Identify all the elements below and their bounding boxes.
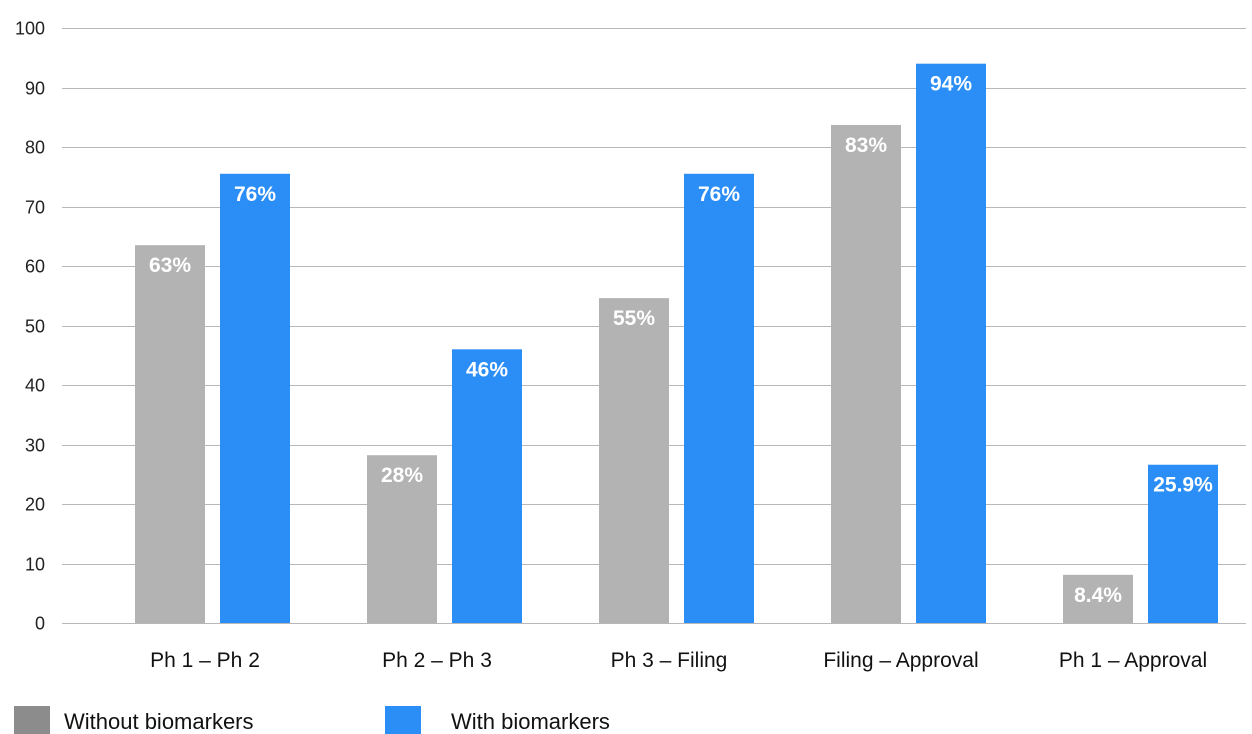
bar-with-biomarkers bbox=[220, 173, 290, 623]
data-labels: 63% 76% 28% 46% 55% 76% 83% 94% 8.4% 25.9% bbox=[149, 73, 1213, 607]
bar-value-label: 46% bbox=[466, 358, 508, 381]
bar-without-biomarkers bbox=[831, 124, 901, 624]
bar-without-biomarkers bbox=[135, 245, 205, 624]
bar-without-biomarkers bbox=[599, 298, 669, 623]
y-tick-label: 60 bbox=[25, 257, 45, 277]
y-tick-label: 70 bbox=[25, 198, 45, 218]
y-tick-label: 90 bbox=[25, 79, 45, 99]
x-category-label: Ph 1 – Ph 2 bbox=[150, 649, 260, 672]
bar-without-biomarkers bbox=[367, 455, 437, 623]
y-tick-label: 100 bbox=[15, 19, 45, 39]
bars bbox=[135, 63, 1218, 624]
y-tick-label: 80 bbox=[25, 138, 45, 158]
bar-value-label: 55% bbox=[613, 307, 655, 330]
x-category-label: Ph 2 – Ph 3 bbox=[382, 649, 492, 672]
bar-with-biomarkers bbox=[1148, 464, 1218, 623]
x-category-label: Ph 3 – Filing bbox=[611, 649, 728, 672]
x-category-label: Ph 1 – Approval bbox=[1059, 649, 1207, 672]
bar-value-label: 76% bbox=[234, 183, 276, 206]
bar-value-label: 83% bbox=[845, 134, 887, 157]
bar-with-biomarkers bbox=[916, 63, 986, 623]
legend-label: With biomarkers bbox=[451, 709, 610, 734]
bar-value-label: 25.9% bbox=[1153, 474, 1213, 497]
bar-value-label: 8.4% bbox=[1074, 584, 1122, 607]
legend-swatch bbox=[385, 706, 421, 734]
y-axis-ticks: 0 10 20 30 40 50 60 70 80 90 100 bbox=[15, 19, 45, 634]
bar-with-biomarkers bbox=[452, 349, 522, 623]
bar-value-label: 63% bbox=[149, 254, 191, 277]
bar-with-biomarkers bbox=[684, 173, 754, 623]
bar-value-label: 28% bbox=[381, 464, 423, 487]
legend-label: Without biomarkers bbox=[64, 709, 254, 734]
legend: Without biomarkers With biomarkers bbox=[14, 706, 610, 734]
y-tick-label: 30 bbox=[25, 436, 45, 456]
y-tick-label: 40 bbox=[25, 376, 45, 396]
bar-value-label: 76% bbox=[698, 183, 740, 206]
x-axis-categories: Ph 1 – Ph 2 Ph 2 – Ph 3 Ph 3 – Filing Filin… bbox=[150, 649, 1207, 672]
y-tick-label: 50 bbox=[25, 317, 45, 337]
bar-value-label: 94% bbox=[930, 73, 972, 96]
legend-swatch bbox=[14, 706, 50, 734]
bar-without-biomarkers bbox=[1063, 574, 1133, 623]
y-tick-label: 0 bbox=[35, 614, 45, 634]
y-tick-label: 10 bbox=[25, 555, 45, 575]
x-category-label: Filing – Approval bbox=[823, 649, 978, 672]
y-tick-label: 20 bbox=[25, 495, 45, 515]
